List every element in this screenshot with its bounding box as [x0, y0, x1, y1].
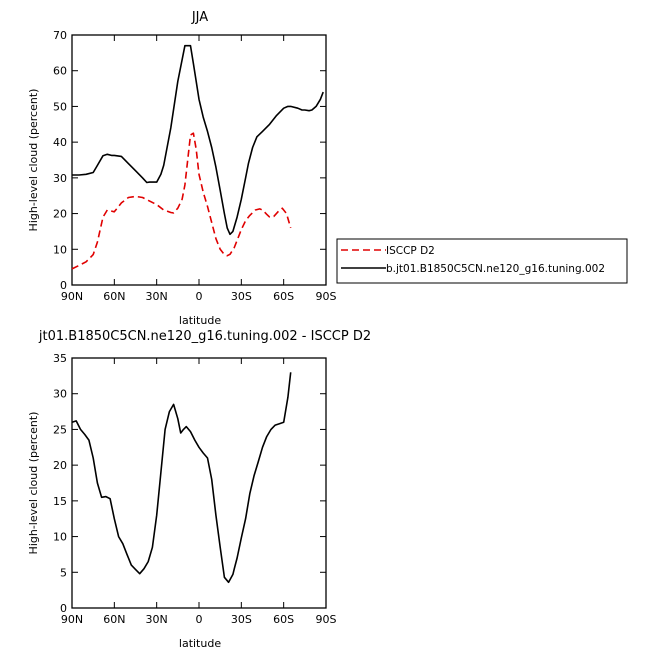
- bottom-y-axis-label: High-level cloud (percent): [27, 412, 40, 555]
- y-tick-label: 60: [53, 65, 67, 78]
- x-tick-label: 60S: [273, 613, 294, 626]
- legend: ISCCP D2 b.jt01.B1850C5CN.ne120_g16.tuni…: [336, 238, 628, 284]
- top-series-lines: [71, 44, 324, 270]
- y-tick-label: 5: [60, 566, 67, 579]
- legend-label-isccp: ISCCP D2: [386, 245, 435, 257]
- y-tick-label: 10: [53, 243, 67, 256]
- x-tick-label: 30S: [231, 290, 252, 303]
- y-tick-label: 10: [53, 531, 67, 544]
- x-tick-label: 60S: [273, 290, 294, 303]
- top-y-ticks: 0 10 20 30 40 50 60 70: [53, 29, 326, 292]
- bottom-x-ticks: 90N 60N 30N 0 30S 60S 90S: [61, 358, 337, 626]
- series-line-0: [71, 372, 292, 584]
- x-tick-label: 30S: [231, 613, 252, 626]
- series-line-0: [71, 132, 292, 270]
- x-tick-label: 90S: [316, 290, 337, 303]
- series-line-1: [72, 44, 324, 236]
- x-tick-label: 60N: [103, 290, 125, 303]
- y-tick-label: 30: [53, 172, 67, 185]
- x-tick-label: 90N: [61, 290, 83, 303]
- x-tick-label: 60N: [103, 613, 125, 626]
- y-tick-label: 0: [60, 602, 67, 615]
- x-tick-label: 0: [196, 613, 203, 626]
- y-tick-label: 20: [53, 208, 67, 221]
- bottom-panel: jt01.B1850C5CN.ne120_g16.tuning.002 - IS…: [27, 329, 371, 650]
- x-tick-label: 90S: [316, 613, 337, 626]
- top-plot-frame: [71, 34, 327, 286]
- y-tick-label: 35: [53, 352, 67, 365]
- bottom-x-axis-label: latitude: [179, 637, 221, 650]
- legend-label-model: b.jt01.B1850C5CN.ne120_g16.tuning.002: [386, 263, 605, 275]
- top-x-axis-label: latitude: [179, 314, 221, 327]
- top-x-ticks: 90N 60N 30N 0 30S 60S 90S: [61, 35, 337, 303]
- x-tick-label: 90N: [61, 613, 83, 626]
- x-tick-label: 30N: [146, 290, 168, 303]
- x-tick-label: 0: [196, 290, 203, 303]
- x-tick-label: 30N: [146, 613, 168, 626]
- bottom-chart-title: jt01.B1850C5CN.ne120_g16.tuning.002 - IS…: [38, 329, 371, 344]
- y-tick-label: 30: [53, 388, 67, 401]
- y-tick-label: 15: [53, 495, 67, 508]
- y-tick-label: 20: [53, 459, 67, 472]
- bottom-series-lines: [71, 372, 292, 584]
- y-tick-label: 40: [53, 136, 67, 149]
- y-tick-label: 25: [53, 423, 67, 436]
- y-tick-label: 50: [53, 100, 67, 113]
- top-y-axis-label: High-level cloud (percent): [27, 89, 40, 232]
- y-tick-label: 0: [60, 279, 67, 292]
- top-chart-title: JJA: [191, 10, 208, 25]
- y-tick-label: 70: [53, 29, 67, 42]
- legend-box: [336, 238, 628, 284]
- bottom-y-ticks: 0 5 10 15 20 25 30 35: [53, 352, 326, 615]
